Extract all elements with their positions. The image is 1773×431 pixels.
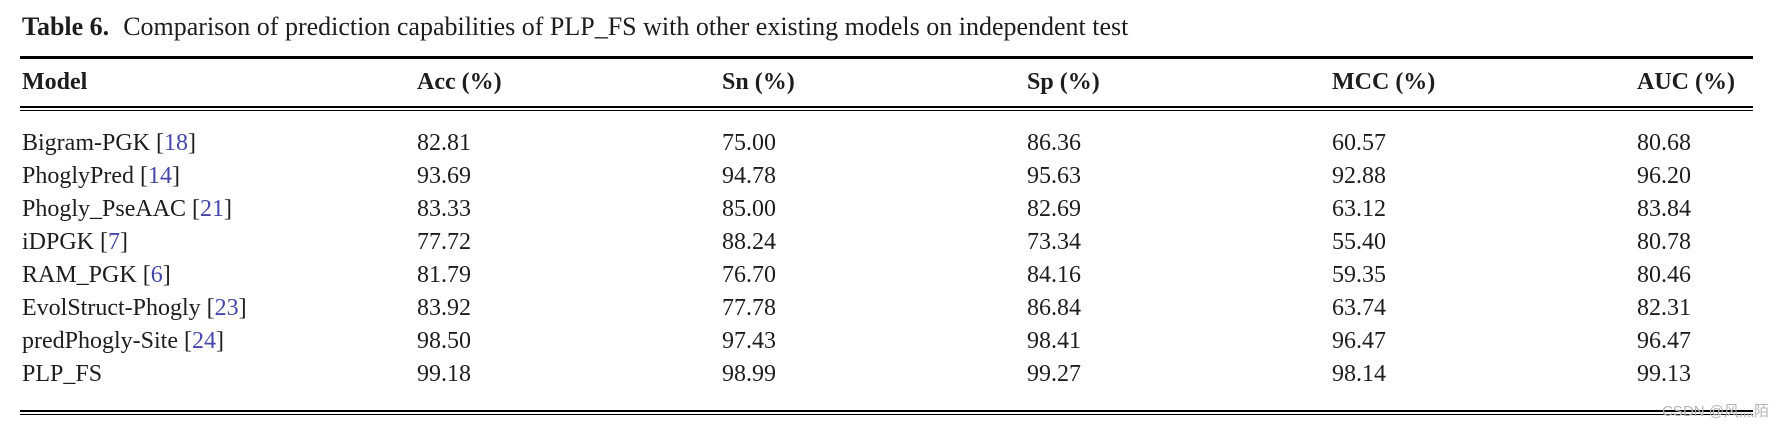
column-header-model: Model — [22, 69, 88, 95]
mcc-cell: 55.40 — [1332, 229, 1386, 255]
acc-cell: 99.18 — [417, 361, 471, 387]
table-caption-label: Table 6. — [22, 12, 110, 41]
sn-cell: 98.99 — [722, 361, 776, 387]
auc-cell: 96.20 — [1637, 163, 1691, 189]
citation-link[interactable]: 23 — [214, 295, 239, 321]
auc-cell: 80.78 — [1637, 229, 1691, 255]
model-cell: predPhogly-Site [24] — [20, 328, 415, 355]
sn-cell: 76.70 — [722, 262, 776, 288]
sn-cell: 94.78 — [722, 163, 776, 189]
table-caption: Table 6. Comparison of prediction capabil… — [0, 0, 1773, 43]
column-header-sp: Sp (%) — [1027, 69, 1100, 95]
citation-link[interactable]: 21 — [200, 196, 225, 222]
column-header-mcc: MCC (%) — [1332, 69, 1436, 95]
citation: [6] — [136, 262, 171, 288]
sp-cell: 86.36 — [1027, 130, 1081, 156]
comparison-table: Model Acc (%) Sn (%) Sp (%) MCC (%) AUC … — [20, 56, 1753, 415]
table-top-rule — [20, 56, 1753, 59]
model-cell: RAM_PGK [6] — [20, 262, 415, 289]
acc-cell: 82.81 — [417, 130, 471, 156]
table-row: RAM_PGK [6] 81.79 76.70 84.16 59.35 80.4… — [20, 259, 1753, 292]
model-cell: Bigram-PGK [18] — [20, 130, 415, 157]
sn-cell: 85.00 — [722, 196, 776, 222]
model-cell: PLP_FS — [20, 361, 415, 388]
auc-cell: 82.31 — [1637, 295, 1691, 321]
mcc-cell: 98.14 — [1332, 361, 1386, 387]
sp-cell: 73.34 — [1027, 229, 1081, 255]
model-name: Bigram-PGK — [22, 130, 150, 156]
citation: [18] — [150, 130, 196, 156]
sn-cell: 97.43 — [722, 328, 776, 354]
table-row: EvolStruct-Phogly [23] 83.92 77.78 86.84… — [20, 292, 1753, 325]
mcc-cell: 63.74 — [1332, 295, 1386, 321]
model-cell: EvolStruct-Phogly [23] — [20, 295, 415, 322]
sn-cell: 77.78 — [722, 295, 776, 321]
acc-cell: 81.79 — [417, 262, 471, 288]
citation: [24] — [178, 328, 224, 354]
citation-link[interactable]: 14 — [148, 163, 173, 189]
auc-cell: 80.46 — [1637, 262, 1691, 288]
mcc-cell: 92.88 — [1332, 163, 1386, 189]
table-row: PLP_FS 99.18 98.99 99.27 98.14 99.13 — [20, 358, 1753, 391]
sp-cell: 86.84 — [1027, 295, 1081, 321]
mcc-cell: 63.12 — [1332, 196, 1386, 222]
table-row: predPhogly-Site [24] 98.50 97.43 98.41 9… — [20, 325, 1753, 358]
mcc-cell: 59.35 — [1332, 262, 1386, 288]
acc-cell: 83.92 — [417, 295, 471, 321]
citation-link[interactable]: 6 — [150, 262, 163, 288]
auc-cell: 83.84 — [1637, 196, 1691, 222]
sp-cell: 99.27 — [1027, 361, 1081, 387]
model-name: RAM_PGK — [22, 262, 137, 288]
column-header-acc: Acc (%) — [417, 69, 502, 95]
model-cell: PhoglyPred [14] — [20, 163, 415, 190]
acc-cell: 93.69 — [417, 163, 471, 189]
model-cell: Phogly_PseAAC [21] — [20, 196, 415, 223]
model-name: predPhogly-Site — [22, 328, 178, 354]
citation: [14] — [134, 163, 181, 189]
acc-cell: 98.50 — [417, 328, 471, 354]
table-header-rule — [20, 106, 1753, 111]
mcc-cell: 60.57 — [1332, 130, 1386, 156]
sp-cell: 82.69 — [1027, 196, 1081, 222]
table-caption-text: Comparison of prediction capabilities of… — [123, 12, 1129, 41]
mcc-cell: 96.47 — [1332, 328, 1386, 354]
acc-cell: 77.72 — [417, 229, 471, 255]
table-row: PhoglyPred [14] 93.69 94.78 95.63 92.88 … — [20, 160, 1753, 193]
table-body: Bigram-PGK [18] 82.81 75.00 86.36 60.57 … — [20, 111, 1753, 410]
model-name: iDPGK — [22, 229, 95, 255]
table-bottom-rule — [20, 410, 1753, 415]
model-name: PhoglyPred — [22, 163, 135, 189]
table-row: Bigram-PGK [18] 82.81 75.00 86.36 60.57 … — [20, 127, 1753, 160]
citation: [21] — [186, 196, 233, 222]
column-header-auc: AUC (%) — [1637, 69, 1735, 95]
column-header-sn: Sn (%) — [722, 69, 795, 95]
auc-cell: 96.47 — [1637, 328, 1691, 354]
citation-link[interactable]: 24 — [192, 328, 216, 354]
auc-cell: 80.68 — [1637, 130, 1691, 156]
sp-cell: 95.63 — [1027, 163, 1081, 189]
sp-cell: 98.41 — [1027, 328, 1081, 354]
citation: [23] — [200, 295, 247, 321]
table-header-row: Model Acc (%) Sn (%) Sp (%) MCC (%) AUC … — [20, 59, 1753, 106]
citation-link[interactable]: 7 — [108, 229, 121, 255]
sn-cell: 75.00 — [722, 130, 776, 156]
csdn-watermark: CSDN @风灬陌 — [1662, 403, 1769, 420]
model-name: PLP_FS — [22, 361, 103, 387]
model-name: EvolStruct-Phogly — [22, 295, 201, 321]
model-name: Phogly_PseAAC — [22, 196, 187, 222]
table-row: Phogly_PseAAC [21] 83.33 85.00 82.69 63.… — [20, 193, 1753, 226]
sp-cell: 84.16 — [1027, 262, 1081, 288]
model-cell: iDPGK [7] — [20, 229, 415, 256]
acc-cell: 83.33 — [417, 196, 471, 222]
auc-cell: 99.13 — [1637, 361, 1691, 387]
table-row: iDPGK [7] 77.72 88.24 73.34 55.40 80.78 — [20, 226, 1753, 259]
citation-link[interactable]: 18 — [164, 130, 188, 156]
sn-cell: 88.24 — [722, 229, 776, 255]
citation: [7] — [94, 229, 129, 255]
